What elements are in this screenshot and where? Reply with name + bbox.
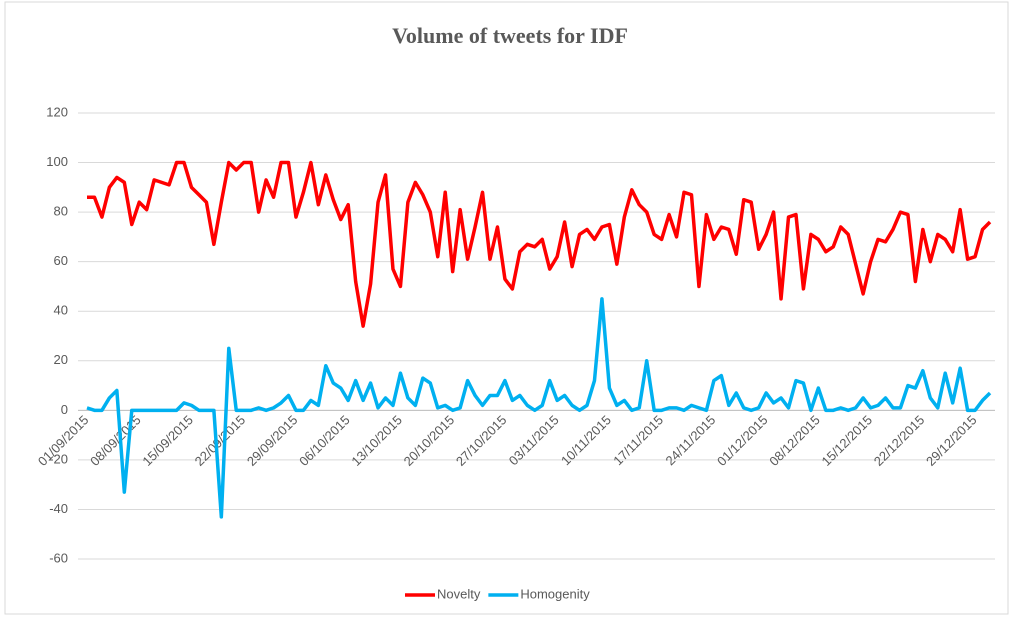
y-tick-label: 80 xyxy=(54,204,68,219)
chart-title: Volume of tweets for IDF xyxy=(392,23,628,48)
line-series xyxy=(86,297,992,519)
y-tick-label: 40 xyxy=(54,303,68,318)
y-tick-label: -40 xyxy=(49,501,68,516)
legend-label: Homogenity xyxy=(520,586,590,601)
y-tick-label: 60 xyxy=(54,253,68,268)
y-tick-label: 100 xyxy=(46,154,68,169)
y-tick-label: 0 xyxy=(61,402,68,417)
y-tick-label: -20 xyxy=(49,451,68,466)
legend-label: Novelty xyxy=(437,586,481,601)
line-series xyxy=(87,160,992,328)
y-tick-label: -60 xyxy=(49,550,68,565)
y-tick-label: 20 xyxy=(54,352,68,367)
chart-frame xyxy=(4,1,1009,615)
y-tick-label: 120 xyxy=(46,104,68,119)
